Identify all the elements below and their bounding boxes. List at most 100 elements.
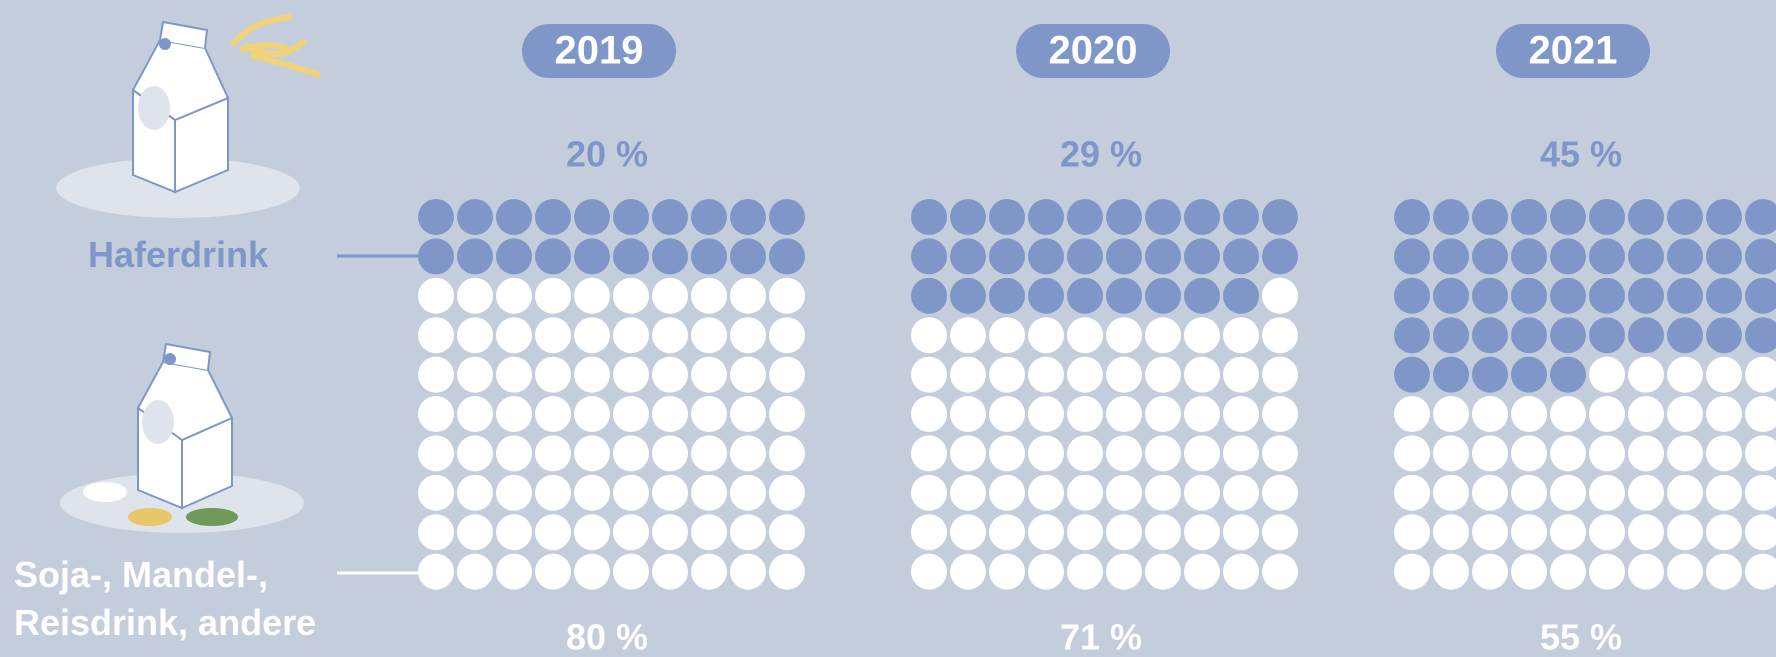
waffle-dot bbox=[1628, 435, 1664, 471]
waffle-dot bbox=[1028, 317, 1064, 353]
waffle-dot bbox=[1472, 435, 1508, 471]
waffle-dot bbox=[613, 238, 649, 274]
waffle-dot bbox=[1511, 435, 1547, 471]
waffle-dot bbox=[613, 514, 649, 550]
waffle-dot bbox=[1667, 357, 1703, 393]
waffle-dot bbox=[1145, 278, 1181, 314]
waffle-dot bbox=[1706, 357, 1742, 393]
waffle-dot bbox=[1667, 396, 1703, 432]
legend-label: Soja-, Mandel-, Reisdrink, andere bbox=[14, 551, 316, 647]
waffle-dot bbox=[1589, 396, 1625, 432]
waffle-dot bbox=[1667, 199, 1703, 235]
waffle-dot bbox=[418, 278, 454, 314]
waffle-dot bbox=[1145, 514, 1181, 550]
waffle-dot bbox=[1667, 317, 1703, 353]
waffle-dot bbox=[496, 554, 532, 590]
waffle-dot bbox=[613, 554, 649, 590]
waffle-dot bbox=[535, 514, 571, 550]
waffle-dot bbox=[1511, 475, 1547, 511]
waffle-dot bbox=[1145, 396, 1181, 432]
waffle-dot bbox=[691, 396, 727, 432]
waffle-dot bbox=[1511, 514, 1547, 550]
waffle-dot bbox=[1745, 357, 1776, 393]
waffle-dot bbox=[1028, 435, 1064, 471]
waffle-dot bbox=[950, 554, 986, 590]
waffle-dot bbox=[574, 396, 610, 432]
waffle-dot bbox=[418, 317, 454, 353]
waffle-dot bbox=[1145, 554, 1181, 590]
waffle-dot bbox=[911, 199, 947, 235]
waffle-dot bbox=[1184, 396, 1220, 432]
waffle-dot bbox=[1511, 554, 1547, 590]
waffle-dot bbox=[769, 554, 805, 590]
waffle-dot bbox=[1550, 357, 1586, 393]
waffle-dot bbox=[1472, 396, 1508, 432]
waffle-dot bbox=[1706, 317, 1742, 353]
waffle-dot bbox=[1067, 199, 1103, 235]
waffle-dot bbox=[950, 514, 986, 550]
waffle-dot bbox=[989, 357, 1025, 393]
waffle-dot bbox=[1589, 514, 1625, 550]
waffle-dot bbox=[989, 396, 1025, 432]
waffle-dot bbox=[911, 317, 947, 353]
waffle-dot bbox=[911, 278, 947, 314]
waffle-dot bbox=[457, 554, 493, 590]
value-label: 71 % bbox=[1060, 617, 1142, 657]
waffle-dot bbox=[1628, 238, 1664, 274]
waffle-dot bbox=[652, 396, 688, 432]
waffle-dot bbox=[1628, 357, 1664, 393]
waffle-dot bbox=[1472, 278, 1508, 314]
waffle-dot bbox=[1394, 435, 1430, 471]
waffle-dot bbox=[691, 357, 727, 393]
waffle-dot bbox=[1667, 554, 1703, 590]
waffle-dot bbox=[1667, 475, 1703, 511]
waffle-dot bbox=[1745, 278, 1776, 314]
value-label: 80 % bbox=[566, 617, 648, 657]
waffle-dot bbox=[574, 514, 610, 550]
waffle-dot bbox=[535, 199, 571, 235]
waffle-dot bbox=[989, 514, 1025, 550]
waffle-dot bbox=[1106, 238, 1142, 274]
waffle-dot bbox=[1589, 199, 1625, 235]
waffle-dot bbox=[613, 199, 649, 235]
waffle-dot bbox=[1589, 554, 1625, 590]
plant-carton-icon bbox=[60, 344, 304, 533]
waffle-dot bbox=[1511, 278, 1547, 314]
waffle-dot bbox=[1262, 238, 1298, 274]
waffle-dot bbox=[1628, 396, 1664, 432]
waffle-dot bbox=[1262, 317, 1298, 353]
waffle-dot bbox=[652, 357, 688, 393]
waffle-dot bbox=[535, 475, 571, 511]
waffle-dot bbox=[1262, 396, 1298, 432]
waffle-dot bbox=[418, 238, 454, 274]
waffle-dot bbox=[1223, 199, 1259, 235]
waffle-dot bbox=[1262, 357, 1298, 393]
waffle-dot bbox=[1589, 475, 1625, 511]
waffle-dot bbox=[1106, 435, 1142, 471]
waffle-dot bbox=[652, 435, 688, 471]
waffle-dot bbox=[1394, 238, 1430, 274]
waffle-dot bbox=[535, 357, 571, 393]
waffle-dot bbox=[1745, 435, 1776, 471]
waffle-dot bbox=[1262, 554, 1298, 590]
waffle-dot bbox=[457, 435, 493, 471]
waffle-dot bbox=[1067, 357, 1103, 393]
waffle-dot bbox=[1472, 514, 1508, 550]
waffle-dot bbox=[1589, 357, 1625, 393]
waffle-dot bbox=[1706, 199, 1742, 235]
waffle-dot bbox=[1511, 357, 1547, 393]
waffle-dot bbox=[1028, 514, 1064, 550]
waffle-dot bbox=[1550, 554, 1586, 590]
value-label: 55 % bbox=[1540, 617, 1622, 657]
waffle-dot bbox=[1667, 238, 1703, 274]
waffle-dot bbox=[1667, 278, 1703, 314]
waffle-dot bbox=[1394, 514, 1430, 550]
waffle-dot bbox=[730, 357, 766, 393]
waffle-dot bbox=[1706, 514, 1742, 550]
waffle-dot bbox=[1550, 514, 1586, 550]
waffle-dot bbox=[457, 199, 493, 235]
waffle-dot bbox=[1433, 396, 1469, 432]
waffle-dot bbox=[652, 238, 688, 274]
waffle-dot bbox=[1550, 278, 1586, 314]
waffle-dot bbox=[1145, 475, 1181, 511]
